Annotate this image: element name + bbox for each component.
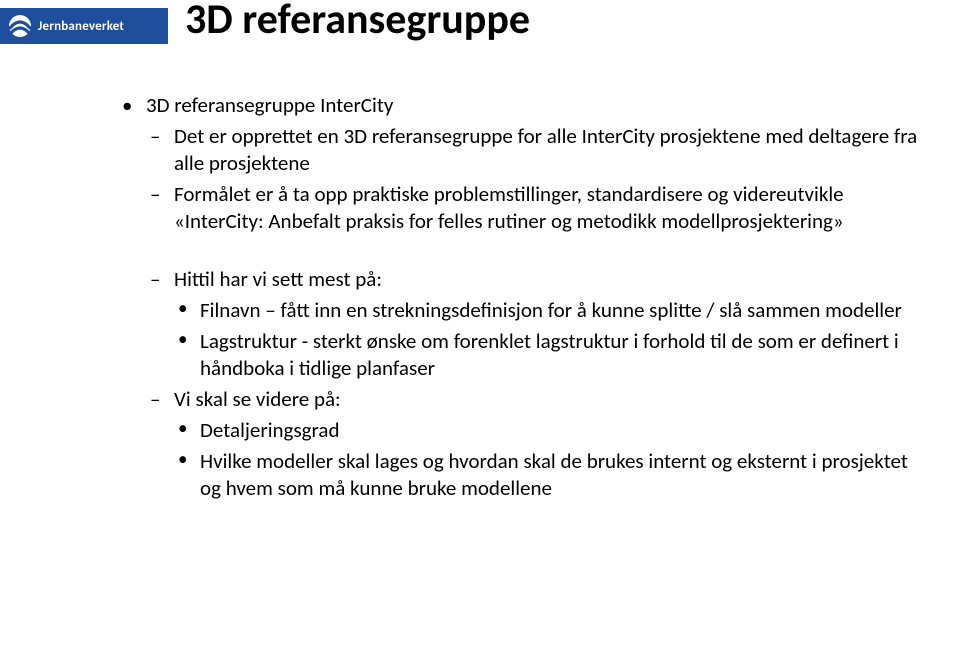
logo-text: Jernbaneverket: [38, 19, 124, 34]
bullet-l2-text: Hittil har vi sett mest på:: [174, 266, 382, 292]
bullet-l2-text: Vi skal se videre på:: [174, 386, 341, 412]
bullet-l3: Hvilke modeller skal lages og hvordan sk…: [174, 448, 930, 502]
logo-bar: Jernbaneverket: [0, 8, 168, 44]
slide-body: 3D referansegruppe InterCity Det er oppr…: [120, 92, 930, 507]
bullet-l3-text: Filnavn – fått inn en strekningsdefinisj…: [200, 297, 902, 323]
bullet-l2-text: Det er opprettet en 3D referansegruppe f…: [174, 123, 917, 176]
bullet-l2: Vi skal se videre på: Detaljeringsgrad H…: [146, 386, 930, 502]
bullet-l1: 3D referansegruppe InterCity Det er oppr…: [120, 92, 930, 501]
bullet-l3: Lagstruktur - sterkt ønske om forenklet …: [174, 328, 930, 382]
bullet-l2: Formålet er å ta opp praktiske problemst…: [146, 181, 930, 235]
bullet-l2: Det er opprettet en 3D referansegruppe f…: [146, 123, 930, 177]
slide-title: 3D referansegruppe: [185, 0, 530, 45]
bullet-l3-text: Hvilke modeller skal lages og hvordan sk…: [200, 448, 908, 501]
bullet-l3: Filnavn – fått inn en strekningsdefinisj…: [174, 297, 930, 324]
rail-logo-icon: [8, 14, 32, 38]
bullet-l3-text: Detaljeringsgrad: [200, 417, 340, 443]
bullet-l3: Detaljeringsgrad: [174, 417, 930, 444]
bullet-l2-text: Formålet er å ta opp praktiske problemst…: [174, 181, 844, 234]
bullet-l2: Hittil har vi sett mest på: Filnavn – få…: [146, 266, 930, 382]
bullet-l3-text: Lagstruktur - sterkt ønske om forenklet …: [200, 328, 899, 381]
bullet-l1-text: 3D referansegruppe InterCity: [146, 92, 393, 118]
